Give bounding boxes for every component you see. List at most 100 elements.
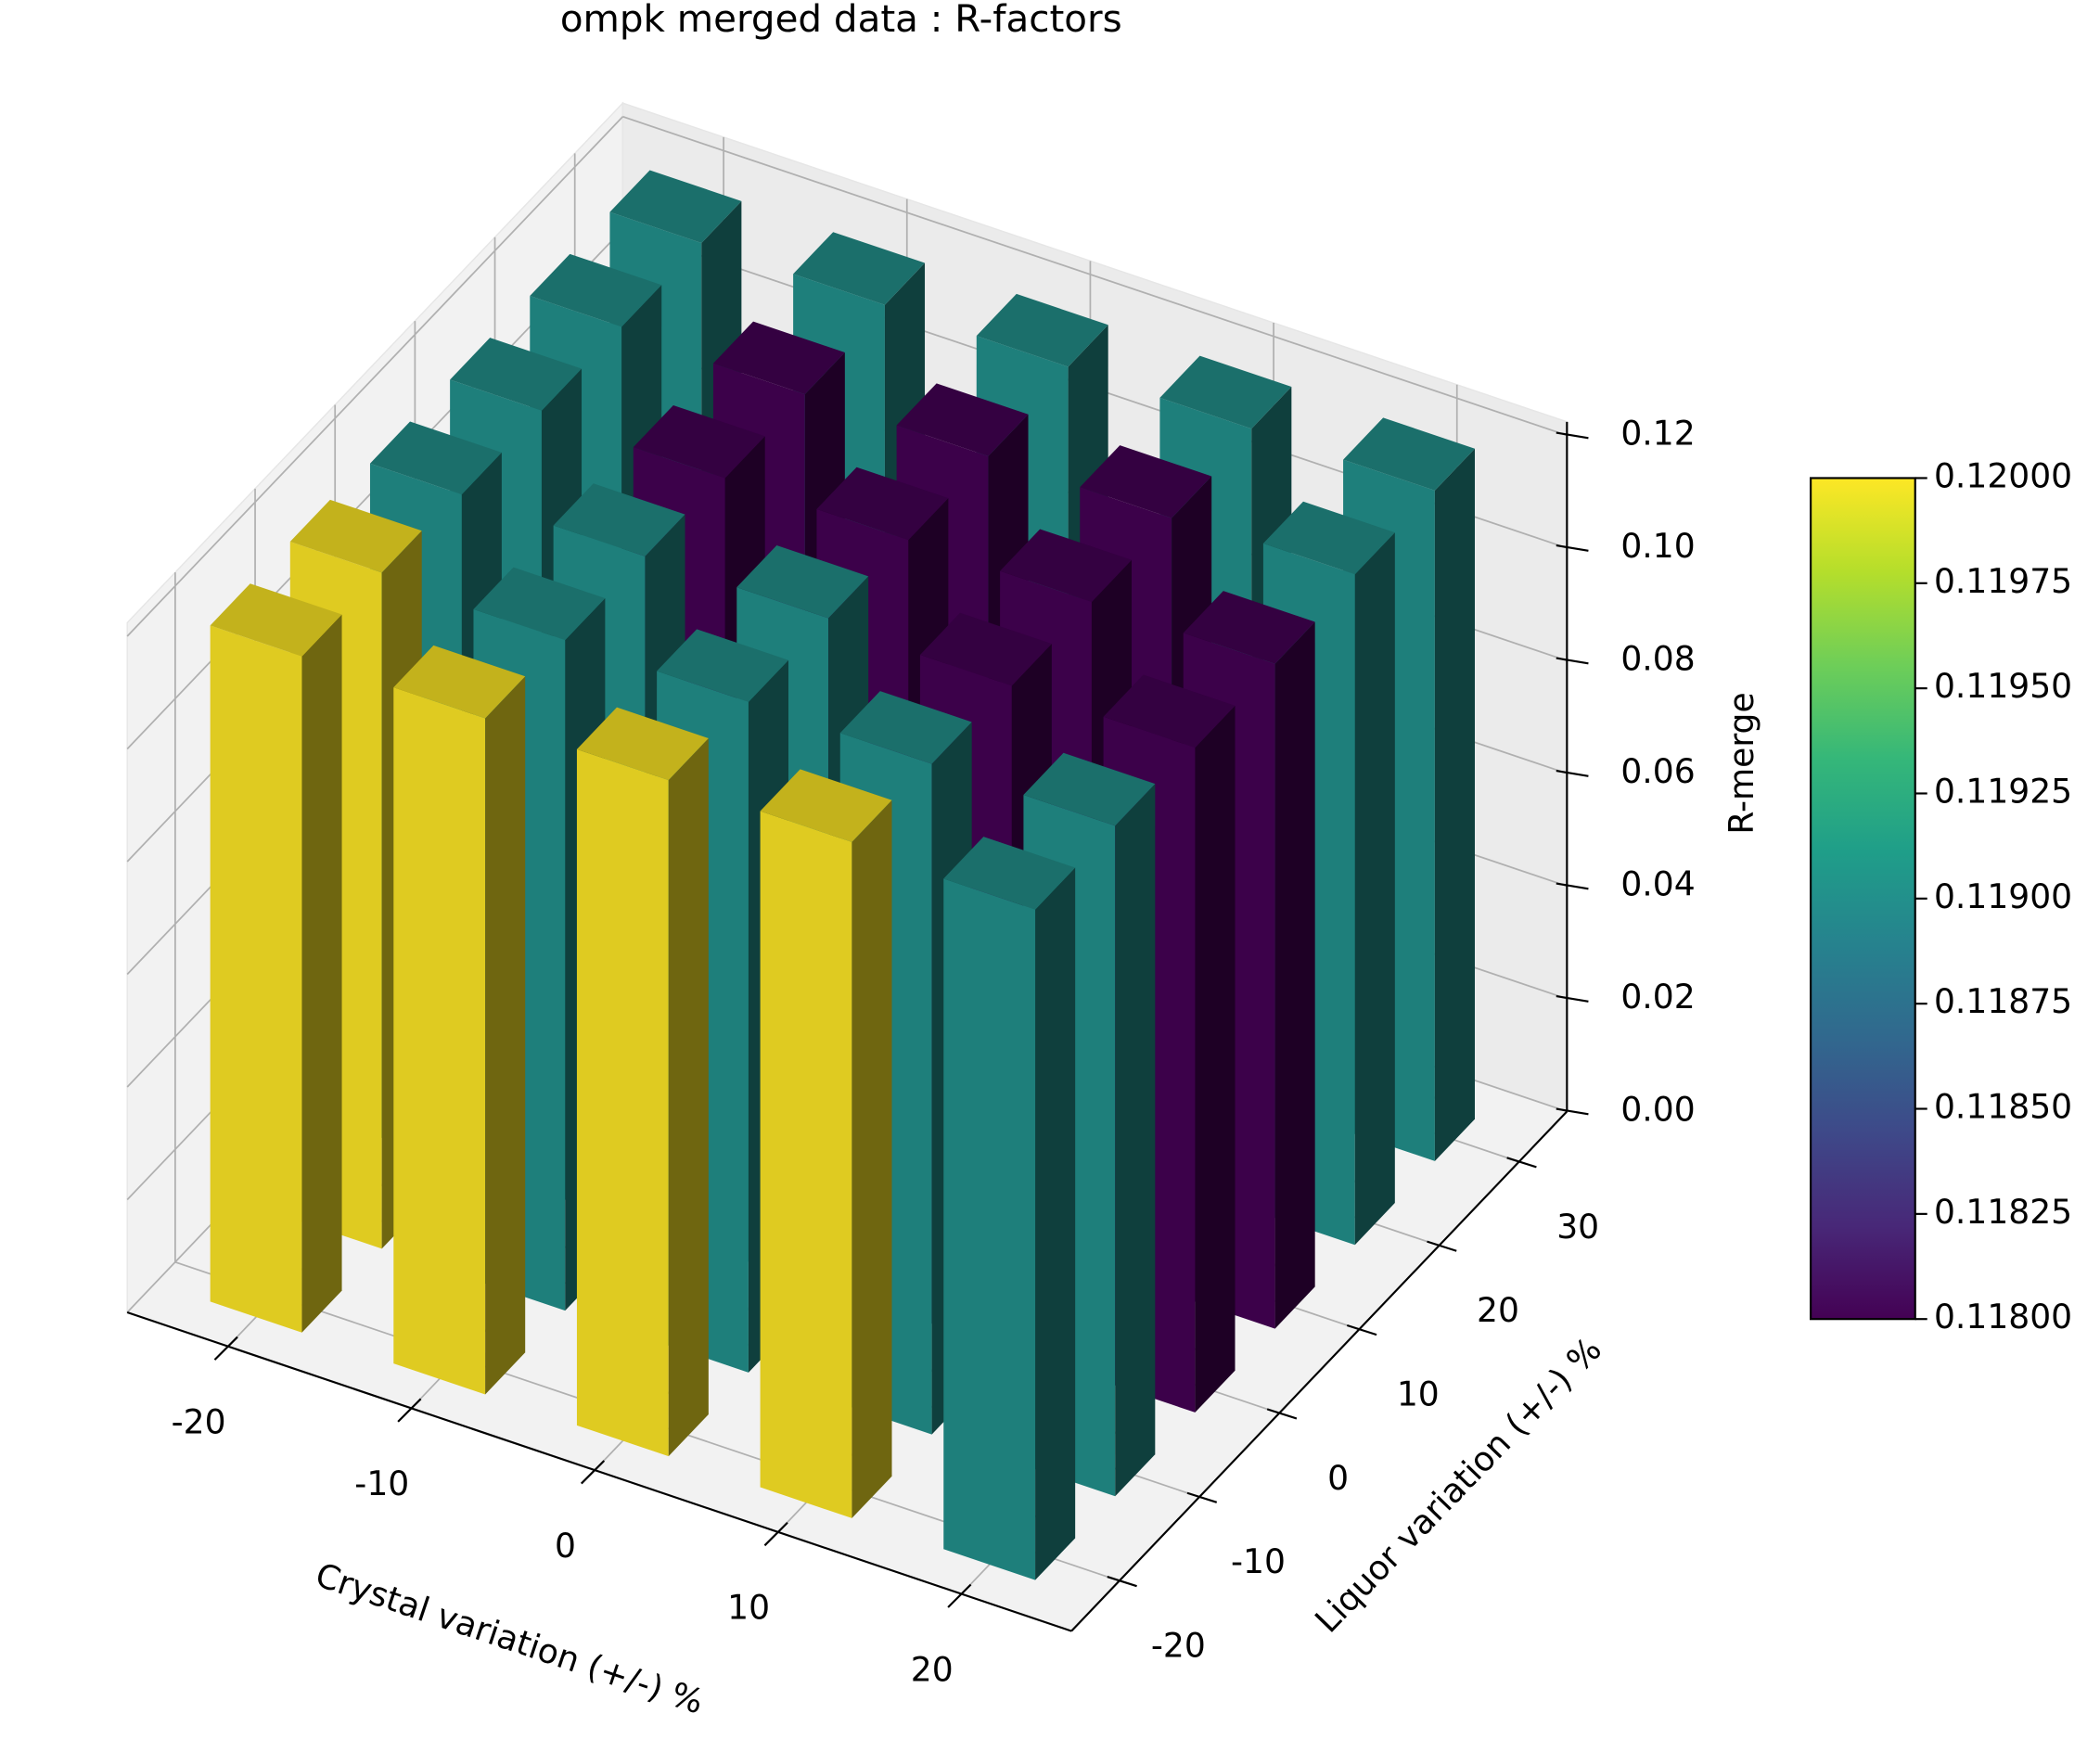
bar-side [1195,705,1236,1413]
bar-top [736,544,869,619]
bar-top [839,691,972,764]
bar-top [793,232,926,305]
colorbar-tick-label: 0.11850 [1934,1088,2072,1127]
bar-top [450,338,583,411]
x-tick-label: 0 [555,1527,576,1566]
z-tick [1556,431,1589,440]
bar-top [633,404,765,479]
colorbar-tick-label: 0.11900 [1934,877,2072,916]
bar-top [530,253,662,327]
bar-side [852,799,892,1518]
bar-top [473,567,606,641]
grid-line [126,116,624,637]
bar-top [760,769,892,842]
z-tick [1556,543,1589,552]
bar-front [943,878,1036,1580]
z-tick [1556,769,1589,777]
y-axis-label: Liquor variation (+/-) % [1308,1330,1609,1641]
bar-top [369,421,502,495]
bar-top [1023,752,1156,826]
bar-top [1183,591,1315,664]
colorbar-tick-label: 0.11800 [1934,1298,2072,1336]
x-tick-label: -20 [172,1402,226,1441]
axis-line [1070,1110,1569,1632]
y-tick-label: -20 [1151,1627,1206,1666]
y-tick [1266,1408,1298,1420]
z-tick-label: 0.08 [1620,639,1695,678]
bar-top [289,499,422,573]
x-tick [213,1336,238,1361]
colorbar-tick-label: 0.11825 [1934,1193,2072,1232]
bar-side [668,738,709,1457]
chart-title: ompk merged data : R-factors [560,0,1122,41]
bar-top [553,483,685,556]
bar [393,645,526,1395]
y-tick [1506,1157,1537,1169]
z-tick-label: 0.12 [1620,414,1695,453]
z-tick-label: 0.00 [1620,1090,1695,1129]
bar-top [609,170,742,244]
bar [943,837,1076,1580]
bar-top [1103,674,1236,748]
y-tick-label: 30 [1556,1208,1599,1247]
bar-top [576,707,709,781]
y-tick [1107,1576,1137,1588]
y-tick-label: 0 [1327,1459,1349,1498]
colorbar-tick-label: 0.11950 [1934,667,2072,706]
colorbar-tick-label: 0.11875 [1934,982,2072,1021]
y-tick [1346,1323,1377,1336]
bar-side [1274,621,1315,1329]
bar-top [816,467,949,541]
bar-top [1080,445,1212,518]
bar-top [1343,417,1475,491]
z-tick [1556,882,1589,890]
bar [760,769,892,1518]
y-tick [1427,1240,1457,1252]
y-tick-label: 10 [1397,1375,1440,1414]
bar-front [210,625,302,1333]
z-tick [1556,1107,1589,1116]
y-tick-label: -10 [1231,1542,1286,1581]
bar-top [1159,355,1292,429]
bar-side [485,676,526,1395]
bar-side [1354,532,1395,1246]
bar [210,583,342,1333]
z-axis-label: R-merge [1722,692,1761,834]
colorbar-tick-label: 0.12000 [1934,456,2072,495]
bar-side [301,614,342,1333]
bar [576,707,709,1457]
bar-top [393,645,526,719]
colorbar [1810,477,1916,1321]
axis-line [126,1311,1072,1632]
z-tick [1556,657,1589,665]
bar-front [760,811,852,1518]
bar-side [1115,784,1156,1497]
bar-top [976,293,1108,367]
bar-top [1262,501,1395,575]
z-tick-label: 0.02 [1620,978,1695,1017]
y-tick-label: 20 [1477,1291,1519,1330]
colorbar-tick-label: 0.11925 [1934,772,2072,811]
bar-top [896,383,1029,456]
z-tick-label: 0.04 [1620,864,1695,903]
bar-top [919,612,1052,686]
bar-front [576,748,669,1457]
x-axis-label: Crystal variation (+/-) % [311,1555,709,1722]
grid-line [622,115,1568,437]
y-tick [1186,1491,1218,1503]
x-tick [397,1398,422,1423]
bar-top [1000,529,1133,602]
x-tick [947,1583,972,1608]
x-tick-label: 20 [911,1650,954,1689]
x-tick [763,1521,788,1547]
z-tick-label: 0.06 [1620,752,1695,791]
x-tick-label: 10 [727,1589,770,1628]
bar-front [393,687,486,1395]
bar-side [1035,867,1076,1580]
z-tick [1556,994,1589,1003]
bar-side [1434,448,1475,1161]
bar-top [210,583,342,657]
z-tick-label: 0.10 [1620,527,1695,566]
x-tick [580,1460,606,1485]
